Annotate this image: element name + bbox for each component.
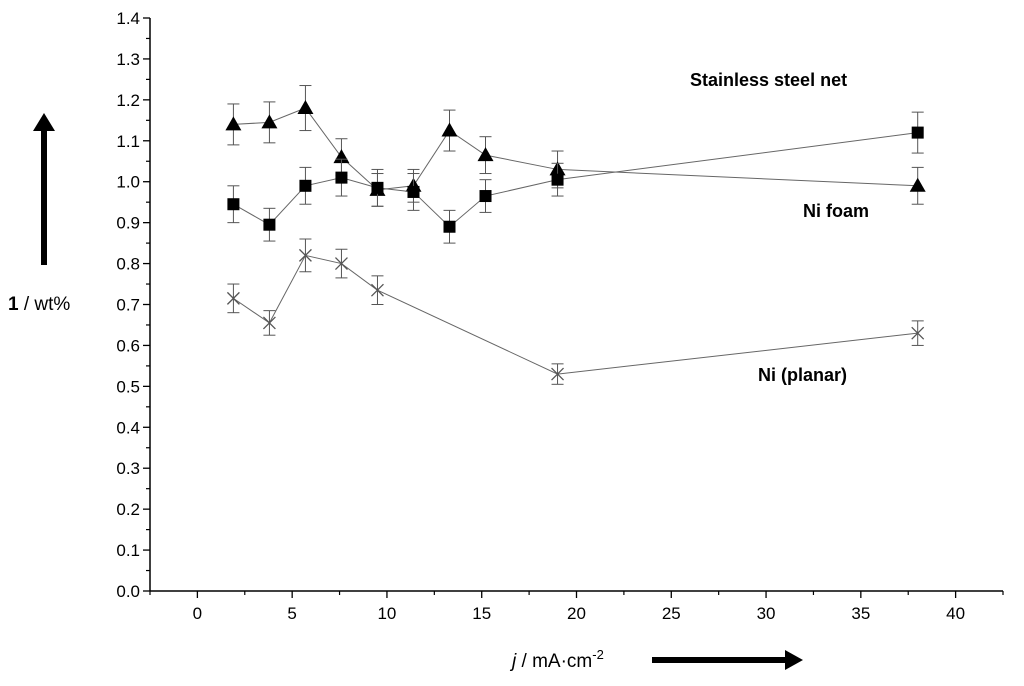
series-0 [225, 85, 926, 207]
y-tick-label: 0.2 [116, 500, 140, 519]
x-tick-label: 30 [757, 604, 776, 623]
x-tick-label: 15 [472, 604, 491, 623]
data-point-triangle [477, 147, 494, 162]
data-point-triangle [297, 100, 314, 115]
cross-stroke [551, 367, 565, 381]
y-tick-label: 0.4 [116, 418, 140, 437]
data-point-cross [334, 257, 348, 271]
x-tick-label: 35 [851, 604, 870, 623]
data-point-square [479, 190, 492, 203]
y-axis-arrow-head [33, 113, 55, 131]
y-axis-title: 1 / wt% [8, 113, 70, 315]
series-layer [225, 85, 926, 385]
x-axis-title: j / mA·cm-2 [509, 647, 803, 672]
y-tick-label: 0.8 [116, 255, 140, 274]
data-point-square [443, 220, 456, 233]
x-tick-label: 5 [287, 604, 296, 623]
series-label-ni-foam: Ni foam [803, 201, 869, 221]
cross-stroke [226, 291, 240, 305]
y-tick-label: 0.1 [116, 541, 140, 560]
data-point-square [371, 181, 384, 194]
data-point-cross [298, 248, 312, 262]
axes: 0.0 0.1 0.2 0.3 0.4 0.5 0.6 0.7 0.8 0.9 1.0 1.1 1.2 1… [116, 9, 1004, 623]
y-tick-label: 0.0 [116, 582, 140, 601]
series-1 [227, 111, 924, 244]
data-point-square [227, 198, 240, 211]
data-point-cross [226, 291, 240, 305]
series-label-stainless-steel-net: Stainless steel net [690, 70, 847, 90]
y-tick-label: 1.3 [116, 50, 140, 69]
y-tick-label: 0.5 [116, 377, 140, 396]
x-tick-label: 25 [662, 604, 681, 623]
y-tick-label: 0.6 [116, 336, 140, 355]
data-point-cross [371, 283, 384, 297]
data-point-square [299, 179, 312, 192]
y-tick-label: 1.0 [116, 173, 140, 192]
data-point-square [911, 126, 924, 139]
x-axis-label-italic: j [509, 651, 517, 672]
data-point-cross [551, 367, 565, 381]
series-2 [226, 238, 925, 385]
y-axis-label-bold: 1 [8, 294, 19, 315]
y-tick-label: 1.4 [116, 9, 140, 28]
series-line [233, 132, 918, 228]
data-point-triangle [441, 122, 458, 137]
x-axis-label: j / mA·cm-2 [509, 647, 604, 672]
series-line [233, 107, 918, 191]
data-point-square [407, 185, 420, 198]
y-tick-label: 0.7 [116, 296, 140, 315]
cross-stroke [298, 248, 312, 262]
x-tick-label: 0 [193, 604, 202, 623]
y-tick-label: 0.3 [116, 459, 140, 478]
y-tick-label: 1.2 [116, 91, 140, 110]
cross-stroke [262, 316, 276, 330]
data-point-triangle [909, 177, 926, 192]
data-point-cross [262, 316, 276, 330]
data-point-triangle [225, 116, 242, 131]
series-line [233, 254, 918, 375]
data-point-triangle [261, 114, 278, 129]
data-point-square [335, 171, 348, 184]
cross-stroke [911, 326, 925, 340]
x-tick-label: 20 [567, 604, 586, 623]
cross-stroke [371, 283, 384, 297]
series-label-ni-planar: Ni (planar) [758, 365, 847, 385]
y-tick-label: 1.1 [116, 132, 140, 151]
x-axis-label-sup: -2 [592, 647, 604, 662]
y-axis-arrow-shaft [41, 126, 47, 265]
x-tick-label: 40 [946, 604, 965, 623]
data-point-cross [911, 326, 925, 340]
y-axis-label: 1 / wt% [8, 294, 70, 315]
y-tick-label: 0.9 [116, 214, 140, 233]
data-point-square [263, 218, 276, 231]
x-tick-label: 10 [377, 604, 396, 623]
y-axis-label-rest: / wt% [19, 294, 71, 315]
data-point-square [551, 173, 564, 186]
x-axis-label-rest: / mA·cm [516, 651, 592, 672]
cross-stroke [334, 257, 348, 271]
x-axis-arrow-shaft [652, 657, 786, 663]
x-axis-arrow-head [785, 650, 803, 670]
